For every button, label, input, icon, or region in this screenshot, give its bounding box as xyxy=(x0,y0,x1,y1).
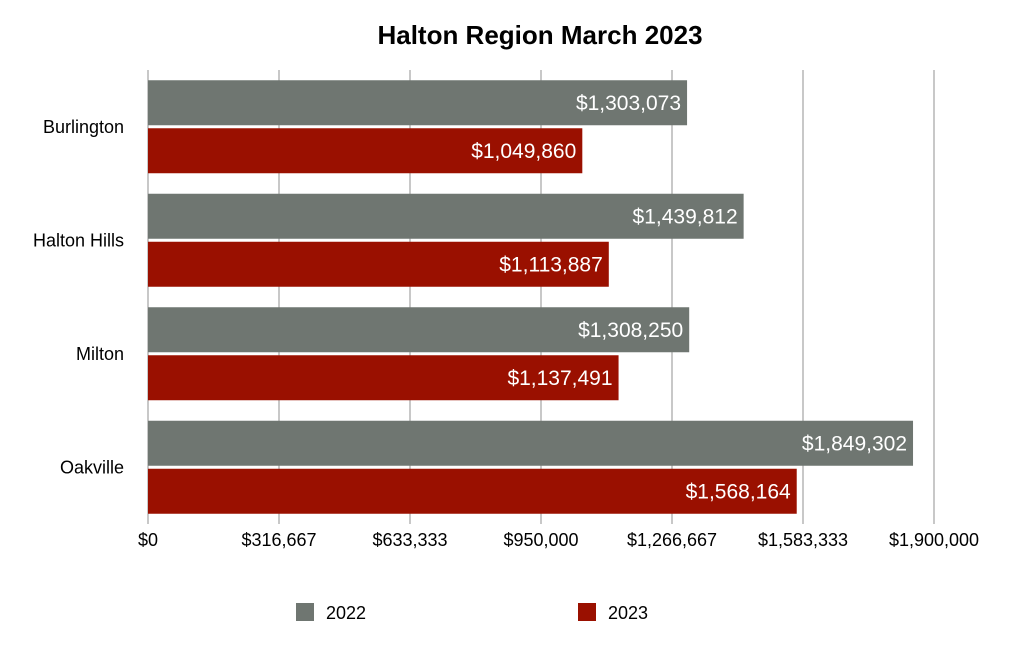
x-tick-label: $950,000 xyxy=(503,530,578,550)
bar-value-label: $1,137,491 xyxy=(507,367,612,390)
x-tick-label: $1,266,667 xyxy=(627,530,717,550)
legend-swatch xyxy=(578,603,596,621)
bar-value-label: $1,439,812 xyxy=(633,205,738,228)
chart-title: Halton Region March 2023 xyxy=(377,20,702,50)
category-label: Oakville xyxy=(60,457,124,477)
x-axis-tick-labels: $0 $316,667 $633,333 $950,000 $1,266,667 $1,5… xyxy=(138,530,979,550)
category-label: Burlington xyxy=(43,117,124,137)
bar-value-label: $1,568,164 xyxy=(686,480,791,503)
bar-2022 xyxy=(148,420,914,466)
bar-value-label: $1,849,302 xyxy=(802,432,907,455)
bar-value-label: $1,303,073 xyxy=(576,92,681,115)
bar-value-label: $1,049,860 xyxy=(471,140,576,163)
bars: $1,303,073 $1,049,860 $1,439,812 $1,113,887… xyxy=(148,80,914,514)
bar-value-label: $1,113,887 xyxy=(499,253,603,276)
legend-swatch xyxy=(296,603,314,621)
x-tick-label: $316,667 xyxy=(241,530,316,550)
legend-label: 2022 xyxy=(326,603,366,623)
bar-2023 xyxy=(148,355,619,401)
bar-2023 xyxy=(148,241,609,287)
legend: 2022 2023 xyxy=(296,603,648,623)
bar-value-label: $1,308,250 xyxy=(578,319,683,342)
bar-2022 xyxy=(148,193,744,239)
legend-label: 2023 xyxy=(608,603,648,623)
bar-2022 xyxy=(148,80,688,126)
x-tick-label: $1,583,333 xyxy=(758,530,848,550)
bar-2022 xyxy=(148,307,690,353)
category-label: Milton xyxy=(76,344,124,364)
category-label: Halton Hills xyxy=(33,230,124,250)
bar-2023 xyxy=(148,468,797,514)
x-tick-label: $633,333 xyxy=(372,530,447,550)
x-tick-label: $1,900,000 xyxy=(889,530,979,550)
x-tick-label: $0 xyxy=(138,530,158,550)
category-labels: Burlington Halton Hills Milton Oakville xyxy=(33,117,124,478)
bar-2023 xyxy=(148,128,583,174)
